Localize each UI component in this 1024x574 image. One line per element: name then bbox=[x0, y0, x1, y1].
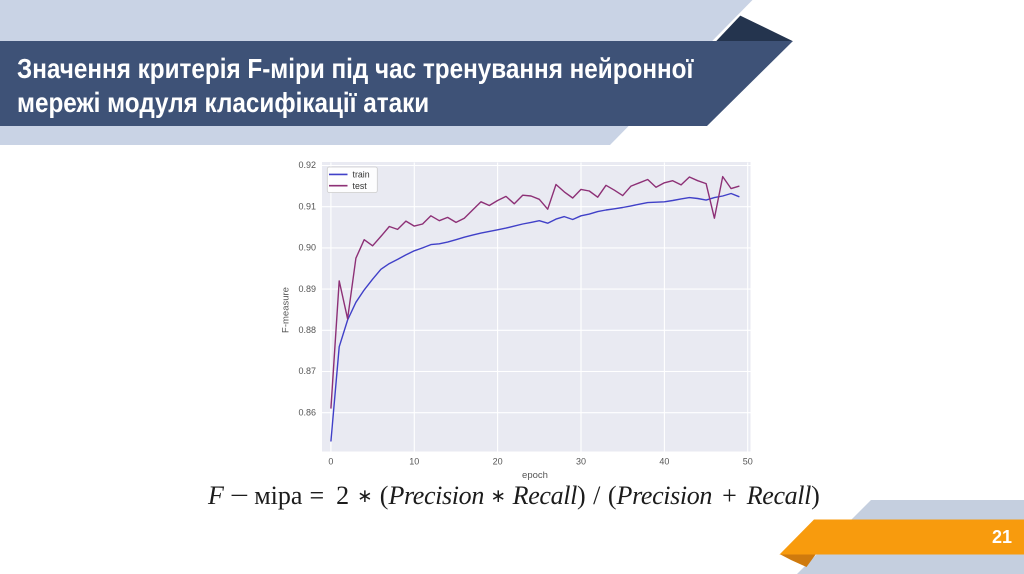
svg-text:0.89: 0.89 bbox=[298, 284, 316, 294]
svg-text:0.88: 0.88 bbox=[298, 325, 316, 335]
svg-text:epoch: epoch bbox=[522, 470, 548, 481]
svg-text:train: train bbox=[353, 169, 370, 179]
svg-text:20: 20 bbox=[493, 457, 503, 467]
svg-text:40: 40 bbox=[659, 457, 669, 467]
svg-text:F-measure: F-measure bbox=[281, 287, 292, 333]
svg-text:0.87: 0.87 bbox=[298, 366, 316, 376]
svg-text:test: test bbox=[353, 181, 368, 191]
svg-text:0.90: 0.90 bbox=[298, 243, 316, 253]
svg-text:50: 50 bbox=[743, 457, 753, 467]
svg-text:0.86: 0.86 bbox=[298, 407, 316, 417]
svg-text:0.92: 0.92 bbox=[298, 160, 316, 170]
svg-text:0.91: 0.91 bbox=[298, 201, 316, 211]
svg-text:30: 30 bbox=[576, 457, 586, 467]
svg-text:0: 0 bbox=[328, 457, 333, 467]
svg-text:10: 10 bbox=[409, 457, 419, 467]
